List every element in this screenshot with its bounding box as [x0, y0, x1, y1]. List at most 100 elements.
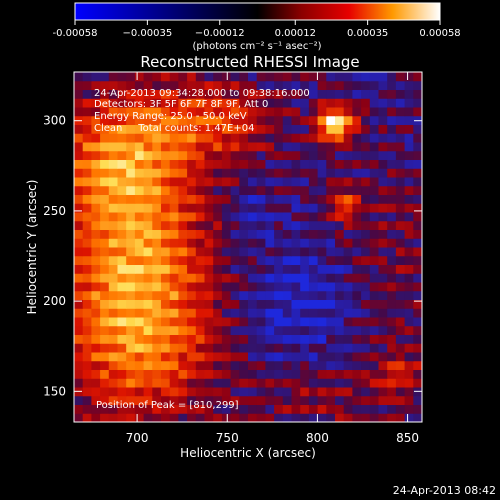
heatmap-cell	[108, 369, 118, 379]
heatmap-cell	[413, 107, 423, 117]
heatmap-cell	[126, 317, 136, 327]
heatmap-cell	[413, 203, 423, 213]
heatmap-cell	[143, 264, 153, 274]
heatmap-cell	[361, 212, 371, 222]
heatmap-cell	[404, 387, 414, 397]
heatmap-cell	[395, 194, 406, 204]
heatmap-cell	[239, 150, 249, 160]
heatmap-cell	[387, 124, 397, 134]
heatmap-cell	[91, 378, 101, 388]
heatmap-cell	[326, 80, 336, 90]
heatmap-cell	[187, 98, 197, 108]
heatmap-cell	[126, 343, 136, 353]
heatmap-cell	[213, 238, 223, 248]
heatmap-cell	[248, 299, 258, 309]
heatmap-cell	[100, 290, 110, 300]
heatmap-cell	[413, 404, 423, 414]
heatmap-cell	[265, 378, 275, 388]
heatmap-cell	[239, 290, 249, 300]
heatmap-cell	[239, 115, 249, 125]
heatmap-cell	[395, 203, 406, 213]
heatmap-cell	[108, 334, 118, 344]
heatmap-cell	[204, 360, 214, 370]
heatmap-cell	[161, 255, 171, 265]
heatmap-cell	[361, 238, 371, 248]
heatmap-cell	[335, 80, 345, 90]
heatmap-cell	[239, 343, 249, 353]
heatmap-cell	[230, 299, 240, 309]
heatmap-cell	[213, 247, 223, 257]
heatmap-cell	[308, 308, 319, 318]
heatmap-cell	[352, 282, 362, 292]
heatmap-cell	[239, 255, 249, 265]
heatmap-cell	[274, 413, 284, 423]
heatmap-cell	[404, 308, 414, 318]
heatmap-cell	[204, 334, 214, 344]
heatmap-cell	[317, 98, 327, 108]
heatmap-cell	[404, 282, 414, 292]
heatmap-cell	[265, 212, 275, 222]
heatmap-cell	[108, 387, 118, 397]
heatmap-cell	[265, 80, 275, 90]
heatmap-cell	[100, 387, 110, 397]
heatmap-cell	[117, 203, 127, 213]
heatmap-cell	[395, 255, 406, 265]
heatmap-cell	[187, 212, 197, 222]
heatmap-cell	[126, 387, 136, 397]
heatmap-cell	[230, 212, 240, 222]
heatmap-cell	[230, 255, 240, 265]
heatmap-cell	[282, 317, 292, 327]
heatmap-cell	[387, 159, 397, 169]
heatmap-cell	[300, 413, 310, 423]
heatmap-cell	[126, 282, 136, 292]
heatmap-cell	[152, 282, 162, 292]
heatmap-cell	[143, 273, 153, 283]
heatmap-cell	[91, 177, 101, 187]
heatmap-cell	[352, 334, 362, 344]
heatmap-cell	[300, 387, 310, 397]
heatmap-cell	[343, 220, 353, 230]
heatmap-cell	[387, 387, 397, 397]
heatmap-cell	[108, 395, 118, 405]
heatmap-cell	[378, 334, 388, 344]
heatmap-cell	[291, 212, 301, 222]
heatmap-cell	[230, 387, 240, 397]
heatmap-cell	[169, 98, 179, 108]
heatmap-cell	[204, 185, 214, 195]
heatmap-cell	[343, 255, 353, 265]
heatmap-cell	[326, 247, 336, 257]
heatmap-cell	[178, 229, 188, 239]
heatmap-cell	[343, 229, 353, 239]
heatmap-cell	[134, 124, 145, 134]
heatmap-cell	[230, 343, 240, 353]
heatmap-cell	[187, 255, 197, 265]
heatmap-cell	[387, 72, 397, 82]
heatmap-cell	[352, 264, 362, 274]
heatmap-cell	[282, 238, 292, 248]
heatmap-cell	[256, 159, 266, 169]
heatmap-cell	[352, 177, 362, 187]
heatmap-cell	[317, 404, 327, 414]
heatmap-cell	[291, 194, 301, 204]
heatmap-cell	[100, 273, 110, 283]
heatmap-cell	[126, 115, 136, 125]
heatmap-cell	[404, 352, 414, 362]
heatmap-cell	[213, 369, 223, 379]
heatmap-cell	[221, 89, 232, 99]
heatmap-cell	[343, 72, 353, 82]
heatmap-cell	[369, 387, 379, 397]
heatmap-cell	[404, 212, 414, 222]
colorbar-tick-label: 0.00035	[347, 28, 388, 39]
heatmap-cell	[178, 72, 188, 82]
heatmap-cell	[274, 325, 284, 335]
heatmap-cell	[413, 352, 423, 362]
heatmap-cell	[195, 80, 205, 90]
heatmap-cell	[274, 107, 284, 117]
heatmap-cell	[352, 185, 362, 195]
heatmap-cell	[82, 334, 92, 344]
heatmap-cell	[239, 168, 249, 178]
heatmap-cell	[282, 124, 292, 134]
heatmap-cell	[352, 220, 362, 230]
heatmap-cell	[274, 98, 284, 108]
